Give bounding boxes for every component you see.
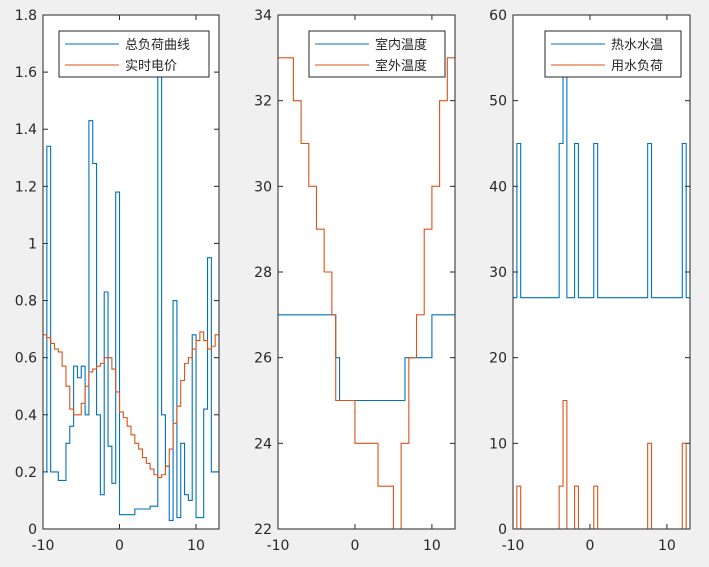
y-tick-label: 1 (28, 236, 37, 252)
x-tick-label: 10 (187, 538, 205, 554)
plot-area (278, 15, 455, 529)
y-tick-label: 34 (254, 8, 272, 24)
axes-box (512, 14, 691, 530)
y-tick-label: 1.6 (15, 65, 37, 81)
legend-box (58, 30, 210, 78)
series-line-2 (278, 57, 455, 529)
y-tick-label: 0.8 (15, 294, 37, 310)
series-line-2 (513, 399, 690, 529)
y-tick-label: 0 (28, 522, 37, 538)
legend-box (308, 30, 446, 78)
x-tick-label: 10 (423, 538, 441, 554)
axes-box (42, 14, 220, 530)
y-tick-label: 20 (489, 351, 507, 367)
x-tick-label: 10 (658, 538, 676, 554)
x-tick-label: 0 (585, 538, 594, 554)
y-tick-label: 32 (254, 94, 272, 110)
y-tick-label: 30 (489, 265, 507, 281)
x-tick-label: -10 (267, 538, 290, 554)
y-tick-label: 30 (254, 179, 272, 195)
y-tick-label: 26 (254, 351, 272, 367)
y-tick-label: 0.2 (15, 465, 37, 481)
y-tick-label: 1.2 (15, 179, 37, 195)
y-tick-label: 0.4 (15, 408, 37, 424)
plot-area (43, 15, 219, 529)
x-tick-label: -10 (32, 538, 55, 554)
y-tick-label: 50 (489, 94, 507, 110)
plot-area (513, 15, 690, 529)
legend-label-2: 室外温度 (375, 58, 427, 74)
y-tick-label: 1.4 (15, 122, 37, 138)
series-line-2 (43, 331, 219, 479)
y-tick-label: 28 (254, 265, 272, 281)
legend-label-2: 用水负荷 (611, 59, 663, 74)
y-tick-label: 24 (254, 436, 272, 452)
y-tick-label: 0.6 (15, 351, 37, 367)
axes-box (277, 14, 456, 530)
legend-label-2: 实时电价 (125, 59, 177, 74)
x-tick-label: -10 (502, 538, 525, 554)
series-line-1 (43, 71, 219, 521)
legend-label-1: 总负荷曲线 (125, 38, 190, 53)
x-tick-label: 0 (350, 538, 359, 554)
y-tick-label: 0 (498, 522, 507, 538)
legend-label-1: 室内温度 (375, 37, 427, 53)
y-tick-label: 10 (489, 436, 507, 452)
y-tick-label: 40 (489, 179, 507, 195)
legend-label-1: 热水水温 (611, 38, 663, 53)
series-line-1 (513, 74, 690, 299)
subplot-1: 00.20.40.60.811.21.41.61.8-10 0 10总负荷曲线实时电… (15, 8, 220, 554)
y-tick-label: 1.8 (15, 8, 37, 24)
y-tick-label: 60 (489, 8, 507, 24)
x-tick-label: 0 (115, 538, 124, 554)
legend-box (544, 30, 682, 78)
y-tick-label: 22 (254, 522, 272, 538)
